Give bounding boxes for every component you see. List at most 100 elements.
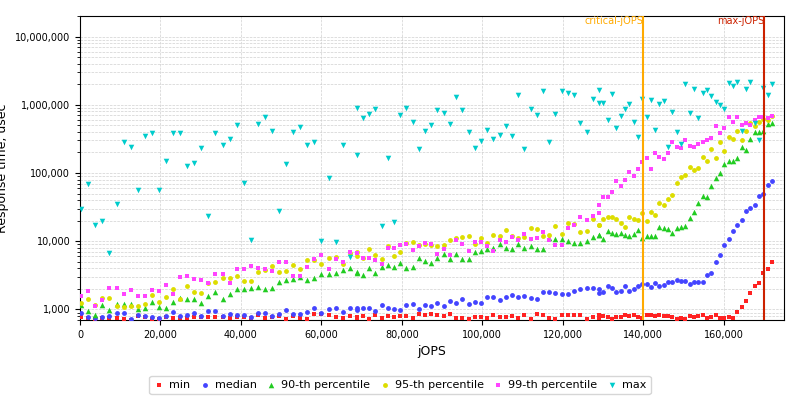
95-th percentile [96,294,109,301]
min [518,312,531,318]
median [450,300,462,306]
min [512,315,525,321]
max [238,180,250,186]
max [506,133,518,139]
min [562,312,574,319]
min [593,315,606,322]
99-th percentile [336,259,349,265]
min [549,316,562,322]
max [195,145,208,152]
90-th percentile [757,127,770,134]
max [710,99,722,105]
median [474,300,487,306]
min [649,313,662,319]
median [499,294,512,300]
min [493,314,506,320]
median [705,270,718,276]
max [301,142,314,148]
95-th percentile [731,127,744,134]
95-th percentile [753,119,766,126]
95-th percentile [586,215,599,222]
95-th percentile [75,300,88,307]
90-th percentile [549,235,562,242]
95-th percentile [512,235,525,242]
95-th percentile [244,278,257,284]
max [118,139,130,146]
90-th percentile [692,200,705,207]
min [388,314,401,320]
min [474,314,487,320]
min [294,315,306,321]
min [443,311,456,318]
median [597,289,610,295]
max [216,142,229,148]
99-th percentile [753,113,766,120]
99-th percentile [580,217,593,224]
min [89,316,102,322]
median [258,310,271,316]
min [146,316,158,322]
min [315,311,328,318]
max [631,134,644,140]
90-th percentile [350,270,363,276]
99-th percentile [82,288,94,294]
median [610,289,622,295]
95-th percentile [710,155,722,161]
min [462,316,475,322]
95-th percentile [286,262,299,268]
max [722,80,735,86]
median [718,242,730,248]
X-axis label: jOPS: jOPS [418,345,446,358]
90-th percentile [593,232,606,238]
99-th percentile [322,266,335,272]
90-th percentile [610,231,622,238]
90-th percentile [679,223,692,230]
99-th percentile [468,239,481,245]
max [487,136,500,142]
min [530,311,543,317]
median [388,306,401,312]
min [568,312,581,318]
max [666,109,679,116]
99-th percentile [701,136,714,143]
median [166,309,179,315]
median [138,312,151,319]
median [670,277,683,284]
95-th percentile [294,266,306,272]
90-th percentile [744,136,757,143]
95-th percentile [138,301,151,307]
95-th percentile [701,158,714,164]
min [280,316,293,322]
90-th percentile [710,174,722,181]
min [718,315,730,322]
median [549,290,562,296]
max [701,87,714,93]
99-th percentile [431,250,444,257]
min [748,283,761,290]
median [683,281,696,288]
max [369,106,382,112]
max [649,127,662,134]
median [159,313,172,320]
90-th percentile [543,235,556,241]
95-th percentile [450,235,462,241]
99-th percentile [518,231,531,238]
95-th percentile [251,269,264,275]
max [524,106,537,112]
median [382,305,394,312]
99-th percentile [674,145,687,151]
max [748,119,761,126]
90-th percentile [266,285,278,292]
max [438,109,450,116]
99-th percentile [688,144,701,150]
min [394,313,406,320]
min [188,314,201,320]
90-th percentile [82,308,94,314]
95-th percentile [388,253,401,259]
median [438,302,450,309]
90-th percentile [718,161,730,167]
max [606,91,618,97]
min [400,313,413,319]
99-th percentile [601,193,614,200]
90-th percentile [614,230,627,236]
